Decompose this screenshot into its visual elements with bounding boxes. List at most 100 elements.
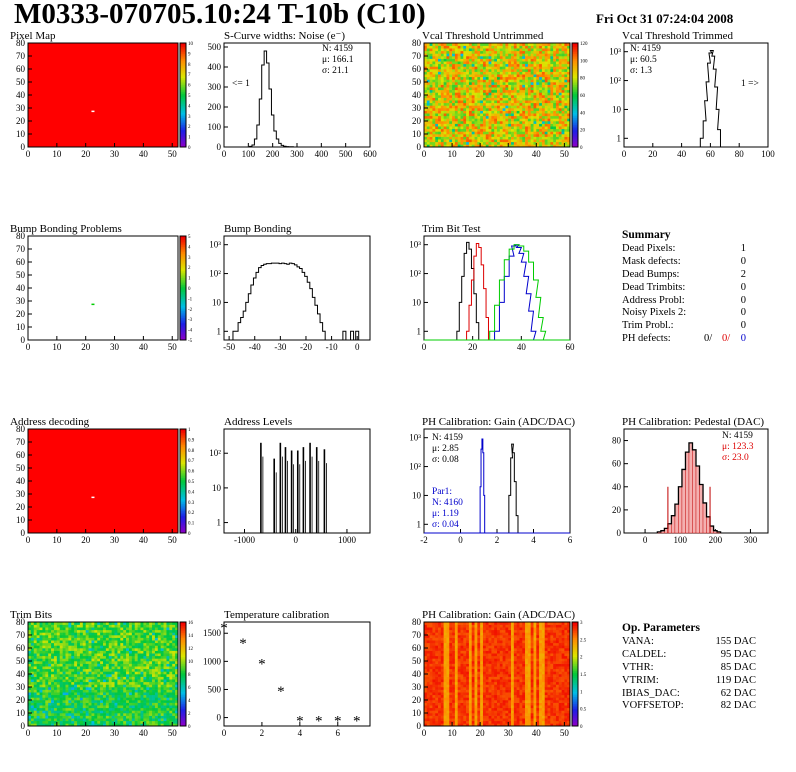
- heatmap-cell: [508, 74, 512, 78]
- heatmap-cell: [511, 56, 515, 59]
- heatmap-cell: [544, 136, 548, 140]
- y-tick-label: 1: [217, 518, 222, 528]
- heatmap-cell: [65, 661, 69, 664]
- heatmap-cell: [522, 61, 526, 65]
- heatmap-cell: [82, 627, 86, 631]
- heatmap-cell: [152, 671, 156, 675]
- heatmap-cell: [163, 687, 167, 690]
- colorbar-segment: [180, 43, 186, 46]
- heatmap-cell: [561, 110, 565, 114]
- heatmap-cell: [91, 684, 95, 688]
- colorbar-segment: [180, 649, 186, 652]
- heatmap-cell: [91, 666, 95, 670]
- heatmap-cell: [140, 692, 144, 696]
- y-tick-label: 60: [16, 450, 26, 460]
- heatmap-cell: [539, 95, 543, 98]
- heatmap-cell: [85, 715, 89, 719]
- heatmap-cell: [454, 100, 458, 104]
- heatmap-cell: [497, 82, 501, 85]
- heatmap-cell: [482, 97, 487, 101]
- heatmap-cell: [505, 136, 509, 140]
- summary-row: Dead Bumps: 2: [622, 269, 746, 282]
- heatmap-cell: [51, 640, 55, 644]
- heatmap-cell: [140, 627, 144, 631]
- heatmap-cell: [567, 97, 571, 101]
- heatmap-cell: [468, 84, 473, 88]
- panel-title-noise: S-Curve widths: Noise (e⁻): [224, 30, 345, 42]
- par1-n: N: 4160: [432, 498, 463, 508]
- heatmap-cell: [513, 87, 517, 91]
- heatmap-cell: [77, 666, 81, 670]
- heatmap-cell: [525, 48, 529, 52]
- heatmap-cell: [463, 43, 467, 46]
- heatmap-cell: [62, 622, 66, 625]
- heatmap-cell: [477, 131, 481, 135]
- heatmap-cell: [149, 663, 153, 667]
- heatmap-cell: [474, 89, 478, 93]
- heatmap-cell: [45, 697, 49, 701]
- y-tick-label: 80: [412, 38, 422, 48]
- heatmap-cell: [71, 674, 75, 677]
- heatmap-cell: [74, 715, 78, 719]
- heatmap-cell: [429, 95, 433, 98]
- colorbar-segment: [180, 444, 186, 447]
- heatmap-cell: [541, 139, 546, 143]
- heatmap-cell: [553, 113, 557, 117]
- heatmap-cell: [59, 723, 63, 727]
- heatmap-cell: [530, 87, 534, 91]
- y-tick-label: 1: [617, 133, 622, 143]
- heatmap-cell: [555, 74, 560, 78]
- heatmap-cell: [555, 95, 560, 98]
- heatmap-cell: [424, 74, 428, 78]
- colorbar-segment: [180, 446, 186, 449]
- heatmap-cell: [438, 102, 442, 106]
- heatmap-cell: [502, 141, 506, 145]
- heatmap-cell: [452, 45, 456, 49]
- heatmap-cell: [547, 79, 551, 83]
- heatmap-cell: [88, 684, 92, 688]
- colorbar-frame: [179, 42, 187, 148]
- heatmap-cell: [429, 48, 433, 52]
- heatmap-cell: [71, 666, 75, 670]
- heatmap-cell: [499, 136, 503, 140]
- heatmap-cell: [482, 123, 487, 127]
- colorbar-segment: [180, 486, 186, 489]
- heatmap-cell: [541, 89, 546, 93]
- heatmap-cell: [558, 128, 562, 132]
- heatmap-cell: [126, 710, 130, 714]
- x-tick-label: 50: [168, 342, 178, 352]
- heatmap-cell: [494, 45, 498, 49]
- heatmap-cell: [530, 95, 534, 98]
- panel-title-vcal-untrimmed: Vcal Threshold Untrimmed: [422, 30, 544, 42]
- heatmap-cell: [65, 702, 69, 706]
- heatmap-cell: [527, 71, 531, 75]
- heatmap-cell: [555, 43, 560, 46]
- heatmap-cell: [131, 629, 136, 633]
- heatmap-cell: [123, 715, 127, 719]
- heatmap-cell: [550, 123, 554, 127]
- heatmap-cell: [71, 668, 75, 672]
- heatmap-cell: [42, 642, 46, 646]
- heatmap-cell: [62, 692, 66, 696]
- heatmap-cell: [85, 629, 89, 633]
- heatmap-cell: [28, 713, 32, 716]
- heatmap-cell: [91, 692, 95, 696]
- heatmap-cell: [163, 679, 167, 683]
- heatmap-cell: [443, 82, 447, 85]
- x-tick-label: 20: [648, 149, 658, 159]
- heatmap-cell: [97, 707, 101, 711]
- colorbar-segment: [180, 634, 186, 637]
- colorbar-segment: [180, 293, 186, 296]
- heatmap-cell: [443, 69, 447, 72]
- heatmap-cell: [82, 689, 86, 693]
- heatmap-cell: [79, 720, 84, 724]
- heatmap-cell: [103, 705, 107, 709]
- heatmap-cell: [91, 642, 95, 646]
- heatmap-cell: [108, 702, 112, 706]
- heatmap-cell: [51, 655, 55, 659]
- heatmap-cell: [505, 71, 509, 75]
- heatmap-cell: [59, 632, 63, 636]
- colorbar-segment: [572, 127, 578, 131]
- heatmap-cell: [160, 622, 164, 625]
- heatmap-cell: [457, 110, 461, 114]
